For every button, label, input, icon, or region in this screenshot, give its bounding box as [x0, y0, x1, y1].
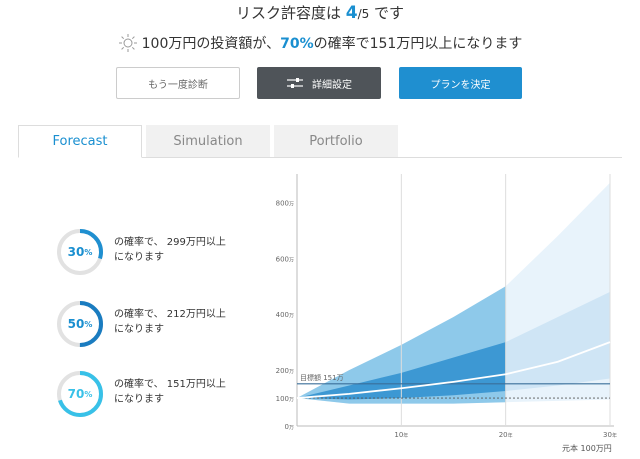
retry-diagnosis-label: もう一度診断: [148, 79, 208, 91]
sliders-icon: [287, 78, 303, 88]
y-tick-label: 400万: [276, 311, 294, 319]
detail-settings-label: 詳細設定: [312, 79, 352, 91]
risk-level: 4: [345, 3, 358, 23]
probability-value: 70%: [67, 387, 93, 401]
retry-diagnosis-button[interactable]: もう一度診断: [116, 67, 240, 99]
decide-plan-button[interactable]: プランを決定: [399, 67, 522, 99]
tab-forecast[interactable]: Forecast: [18, 125, 142, 158]
probability-description: の確率で、 212万円以上 になります: [114, 309, 226, 335]
risk-level-max: /5: [357, 7, 370, 21]
tab-forecast-label: Forecast: [52, 134, 108, 149]
tab-portfolio[interactable]: Portfolio: [274, 125, 398, 157]
summary-prefix: 100万円の投資額が、: [141, 36, 281, 52]
probability-value: 50%: [67, 317, 93, 331]
inner-band: [297, 342, 506, 400]
decide-plan-label: プランを決定: [430, 79, 491, 91]
x-tick-label: 20年: [499, 431, 513, 439]
y-tick-label: 100万: [276, 395, 294, 403]
y-tick-label: 0万: [285, 423, 294, 431]
forecast-chart: 目標額 151万 0万 100万 200万 400万 600万 800万 10年 20年 30年: [276, 174, 617, 439]
probability-item-70: 70% の確率で、 151万円以上 になります: [56, 370, 256, 420]
risk-suffix: です: [369, 4, 405, 22]
detail-settings-button[interactable]: 詳細設定: [257, 67, 381, 99]
x-tick-label: 10年: [394, 431, 408, 439]
probability-ring-50: [57, 301, 103, 347]
summary-suffix: の確率で151万円以上になります: [313, 36, 523, 52]
risk-tolerance-title: リスク許容度は 4/5 です: [0, 2, 640, 23]
y-tick-label: 200万: [276, 367, 294, 375]
probability-item-30: 30% の確率で、 299万円以上 になります: [56, 228, 256, 278]
tab-simulation[interactable]: Simulation: [146, 125, 270, 157]
probability-value: 30%: [67, 245, 93, 259]
target-label: 目標額 151万: [300, 373, 344, 382]
probability-item-50: 50% の確率で、 212万円以上 になります: [56, 300, 256, 350]
sun-icon: [118, 33, 138, 57]
risk-prefix: リスク許容度は: [235, 4, 346, 22]
y-tick-label: 600万: [276, 255, 294, 263]
inner-band-future: [297, 291, 610, 400]
tab-portfolio-label: Portfolio: [309, 133, 363, 149]
probability-ring-70: [57, 371, 103, 417]
median-line: [296, 341, 611, 399]
x-tick-label: 30年: [603, 431, 617, 439]
summary-probability: 70%: [280, 36, 314, 52]
probability-description: の確率で、 151万円以上 になります: [114, 379, 226, 405]
tab-simulation-label: Simulation: [173, 133, 243, 149]
principal-label: 元本 100万円: [562, 444, 612, 453]
tab-bar: Forecast Simulation Portfolio: [18, 125, 622, 158]
probability-description: の確率で、 299万円以上 になります: [114, 237, 226, 263]
probability-ring-30: [57, 229, 103, 275]
y-tick-label: 800万: [276, 199, 294, 207]
forecast-summary: 100万円の投資額が、70%の確率で151万円以上になります: [0, 33, 640, 57]
